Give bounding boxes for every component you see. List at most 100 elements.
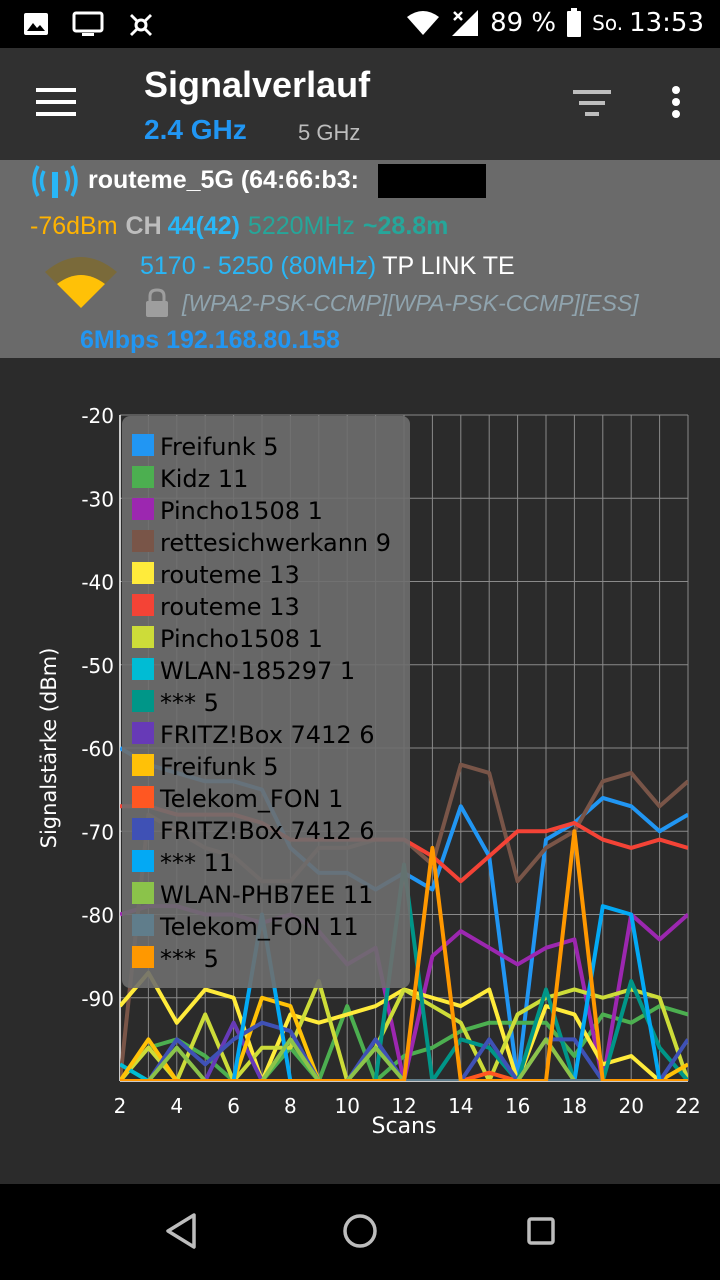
legend-label: Pincho1508 1 — [160, 625, 323, 653]
frequency-range: 5170 - 5250 (80MHz) — [140, 252, 377, 280]
legend-label: WLAN-185297 1 — [160, 657, 355, 685]
tab-2-4-ghz[interactable]: 2.4 GHz — [144, 114, 247, 145]
speed-ip: 6Mbps 192.168.80.158 — [80, 326, 340, 354]
redacted-bssid — [378, 164, 486, 198]
x-tick-label: 8 — [284, 1094, 297, 1118]
legend-label: Telekom_FON 1 — [159, 785, 343, 813]
legend-swatch — [132, 754, 154, 776]
access-point-panel[interactable]: routeme_5G (64:66:b3:) -76dBmCH44(42)522… — [0, 160, 720, 358]
status-time: 13:53 — [629, 8, 704, 38]
legend-box — [122, 416, 410, 988]
recents-icon[interactable] — [526, 1212, 556, 1250]
x-axis-label: Scans — [372, 1114, 437, 1139]
page-title: Signalverlauf — [144, 64, 371, 105]
legend-swatch — [132, 498, 154, 520]
y-tick-label: -70 — [81, 820, 114, 844]
x-tick-label: 22 — [675, 1094, 700, 1118]
series-line-14 — [120, 904, 688, 1081]
legend-label: Freifunk 5 — [160, 433, 279, 461]
legend-swatch — [132, 626, 154, 648]
legend-label: Freifunk 5 — [160, 753, 279, 781]
x-tick-label: 2 — [114, 1094, 127, 1118]
legend-swatch — [132, 882, 154, 904]
series-line-17 — [120, 829, 688, 1081]
channel-value: 44(42) — [167, 212, 240, 240]
legend-label: routeme 13 — [160, 593, 300, 621]
legend-label: Kidz 11 — [160, 465, 248, 493]
x-tick-label: 18 — [562, 1094, 587, 1118]
legend-swatch — [132, 594, 154, 616]
series-line-13 — [120, 1020, 688, 1081]
distance: ~28.8m — [362, 212, 449, 240]
legend-swatch — [132, 466, 154, 488]
x-tick-label: 14 — [448, 1094, 473, 1118]
legend-swatch — [132, 658, 154, 680]
app-bar: Signalverlauf 2.4 GHz 5 GHz — [0, 48, 720, 160]
legend-swatch — [132, 818, 154, 840]
legend-label: Pincho1508 1 — [160, 497, 323, 525]
x-tick-label: 20 — [618, 1094, 643, 1118]
y-axis-label: Signalstärke (dBm) — [37, 648, 61, 849]
image-icon — [24, 13, 48, 35]
tab-5-ghz[interactable]: 5 GHz — [298, 120, 361, 145]
y-tick-label: -80 — [81, 904, 114, 928]
signal-chart-svg: -20 -30 -40 -50 -60 -70 -80 -90 2 4 6 8 10 12 14 16 18 20… — [37, 404, 701, 1139]
signal-level: -76dBm — [30, 212, 118, 240]
x-tick-label: 10 — [334, 1094, 359, 1118]
legend-label: *** 5 — [160, 689, 219, 717]
legend-label: Telekom_FON 11 — [159, 913, 359, 941]
status-bar: 89 % So. 13:53 — [0, 0, 720, 48]
x-tick-label: 4 — [170, 1094, 183, 1118]
y-tick-label: -90 — [81, 987, 114, 1011]
wifi-strength-icon — [45, 257, 117, 308]
legend-label: *** 5 — [160, 945, 219, 973]
y-tick-label: -60 — [81, 737, 114, 761]
vendor: TP LINK TE — [382, 252, 515, 280]
legend-swatch — [132, 786, 154, 808]
home-icon[interactable] — [342, 1212, 378, 1250]
security-capabilities: [WPA2-PSK-CCMP][WPA-PSK-CCMP][ESS] — [182, 290, 639, 316]
channel-label: CH — [125, 212, 162, 240]
x-tick-label: 6 — [227, 1094, 240, 1118]
legend-swatch — [132, 690, 154, 712]
legend-label: WLAN-PHB7EE 11 — [160, 881, 373, 909]
legend-label: FRITZ!Box 7412 6 — [160, 721, 375, 749]
cell-signal-icon — [452, 10, 479, 36]
legend-label: routeme 13 — [160, 561, 300, 589]
wifi-icon — [407, 11, 440, 35]
legend-swatch — [132, 850, 154, 872]
cast-icon — [72, 11, 104, 36]
legend-label: rettesichwerkann 9 — [160, 529, 391, 557]
ap-details: -76dBm CH 44(42) 5220MHz ~28.8m — [30, 212, 448, 241]
series-line-10 — [120, 1020, 688, 1081]
y-tick-label: -20 — [81, 404, 114, 428]
legend-swatch — [132, 562, 154, 584]
y-tick-label: -50 — [81, 654, 114, 678]
legend-swatch — [132, 946, 154, 968]
battery-percent: 89 % — [490, 8, 557, 38]
more-options-button[interactable] — [668, 86, 684, 126]
legend-label: *** 11 — [160, 849, 234, 877]
lock-icon — [146, 288, 168, 317]
y-tick-label: -40 — [81, 571, 114, 595]
signal-history-chart: -20 -30 -40 -50 -60 -70 -80 -90 2 4 6 8 10 12 14 16 18 20… — [0, 358, 720, 1184]
more-vert-icon — [672, 86, 680, 94]
legend-swatch — [132, 914, 154, 936]
x-tick-label: 12 — [391, 1094, 416, 1118]
battery-icon — [567, 8, 582, 37]
legend-swatch — [132, 722, 154, 744]
radio-tower-icon — [32, 165, 78, 198]
menu-button[interactable] — [36, 88, 76, 118]
ap-range-vendor: 5170 - 5250 (80MHz) TP LINK TE — [140, 252, 515, 281]
legend-label: FRITZ!Box 7412 6 — [160, 817, 375, 845]
navigation-bar — [0, 1184, 720, 1280]
status-day: So. — [592, 11, 624, 35]
filter-icon — [573, 90, 611, 94]
filter-button[interactable] — [572, 90, 612, 120]
x-tick-label: 16 — [505, 1094, 530, 1118]
legend-swatch — [132, 530, 154, 552]
frequency: 5220MHz — [247, 212, 355, 240]
y-tick-label: -30 — [81, 487, 114, 511]
hamburger-icon — [36, 88, 76, 92]
back-icon[interactable] — [164, 1212, 198, 1250]
